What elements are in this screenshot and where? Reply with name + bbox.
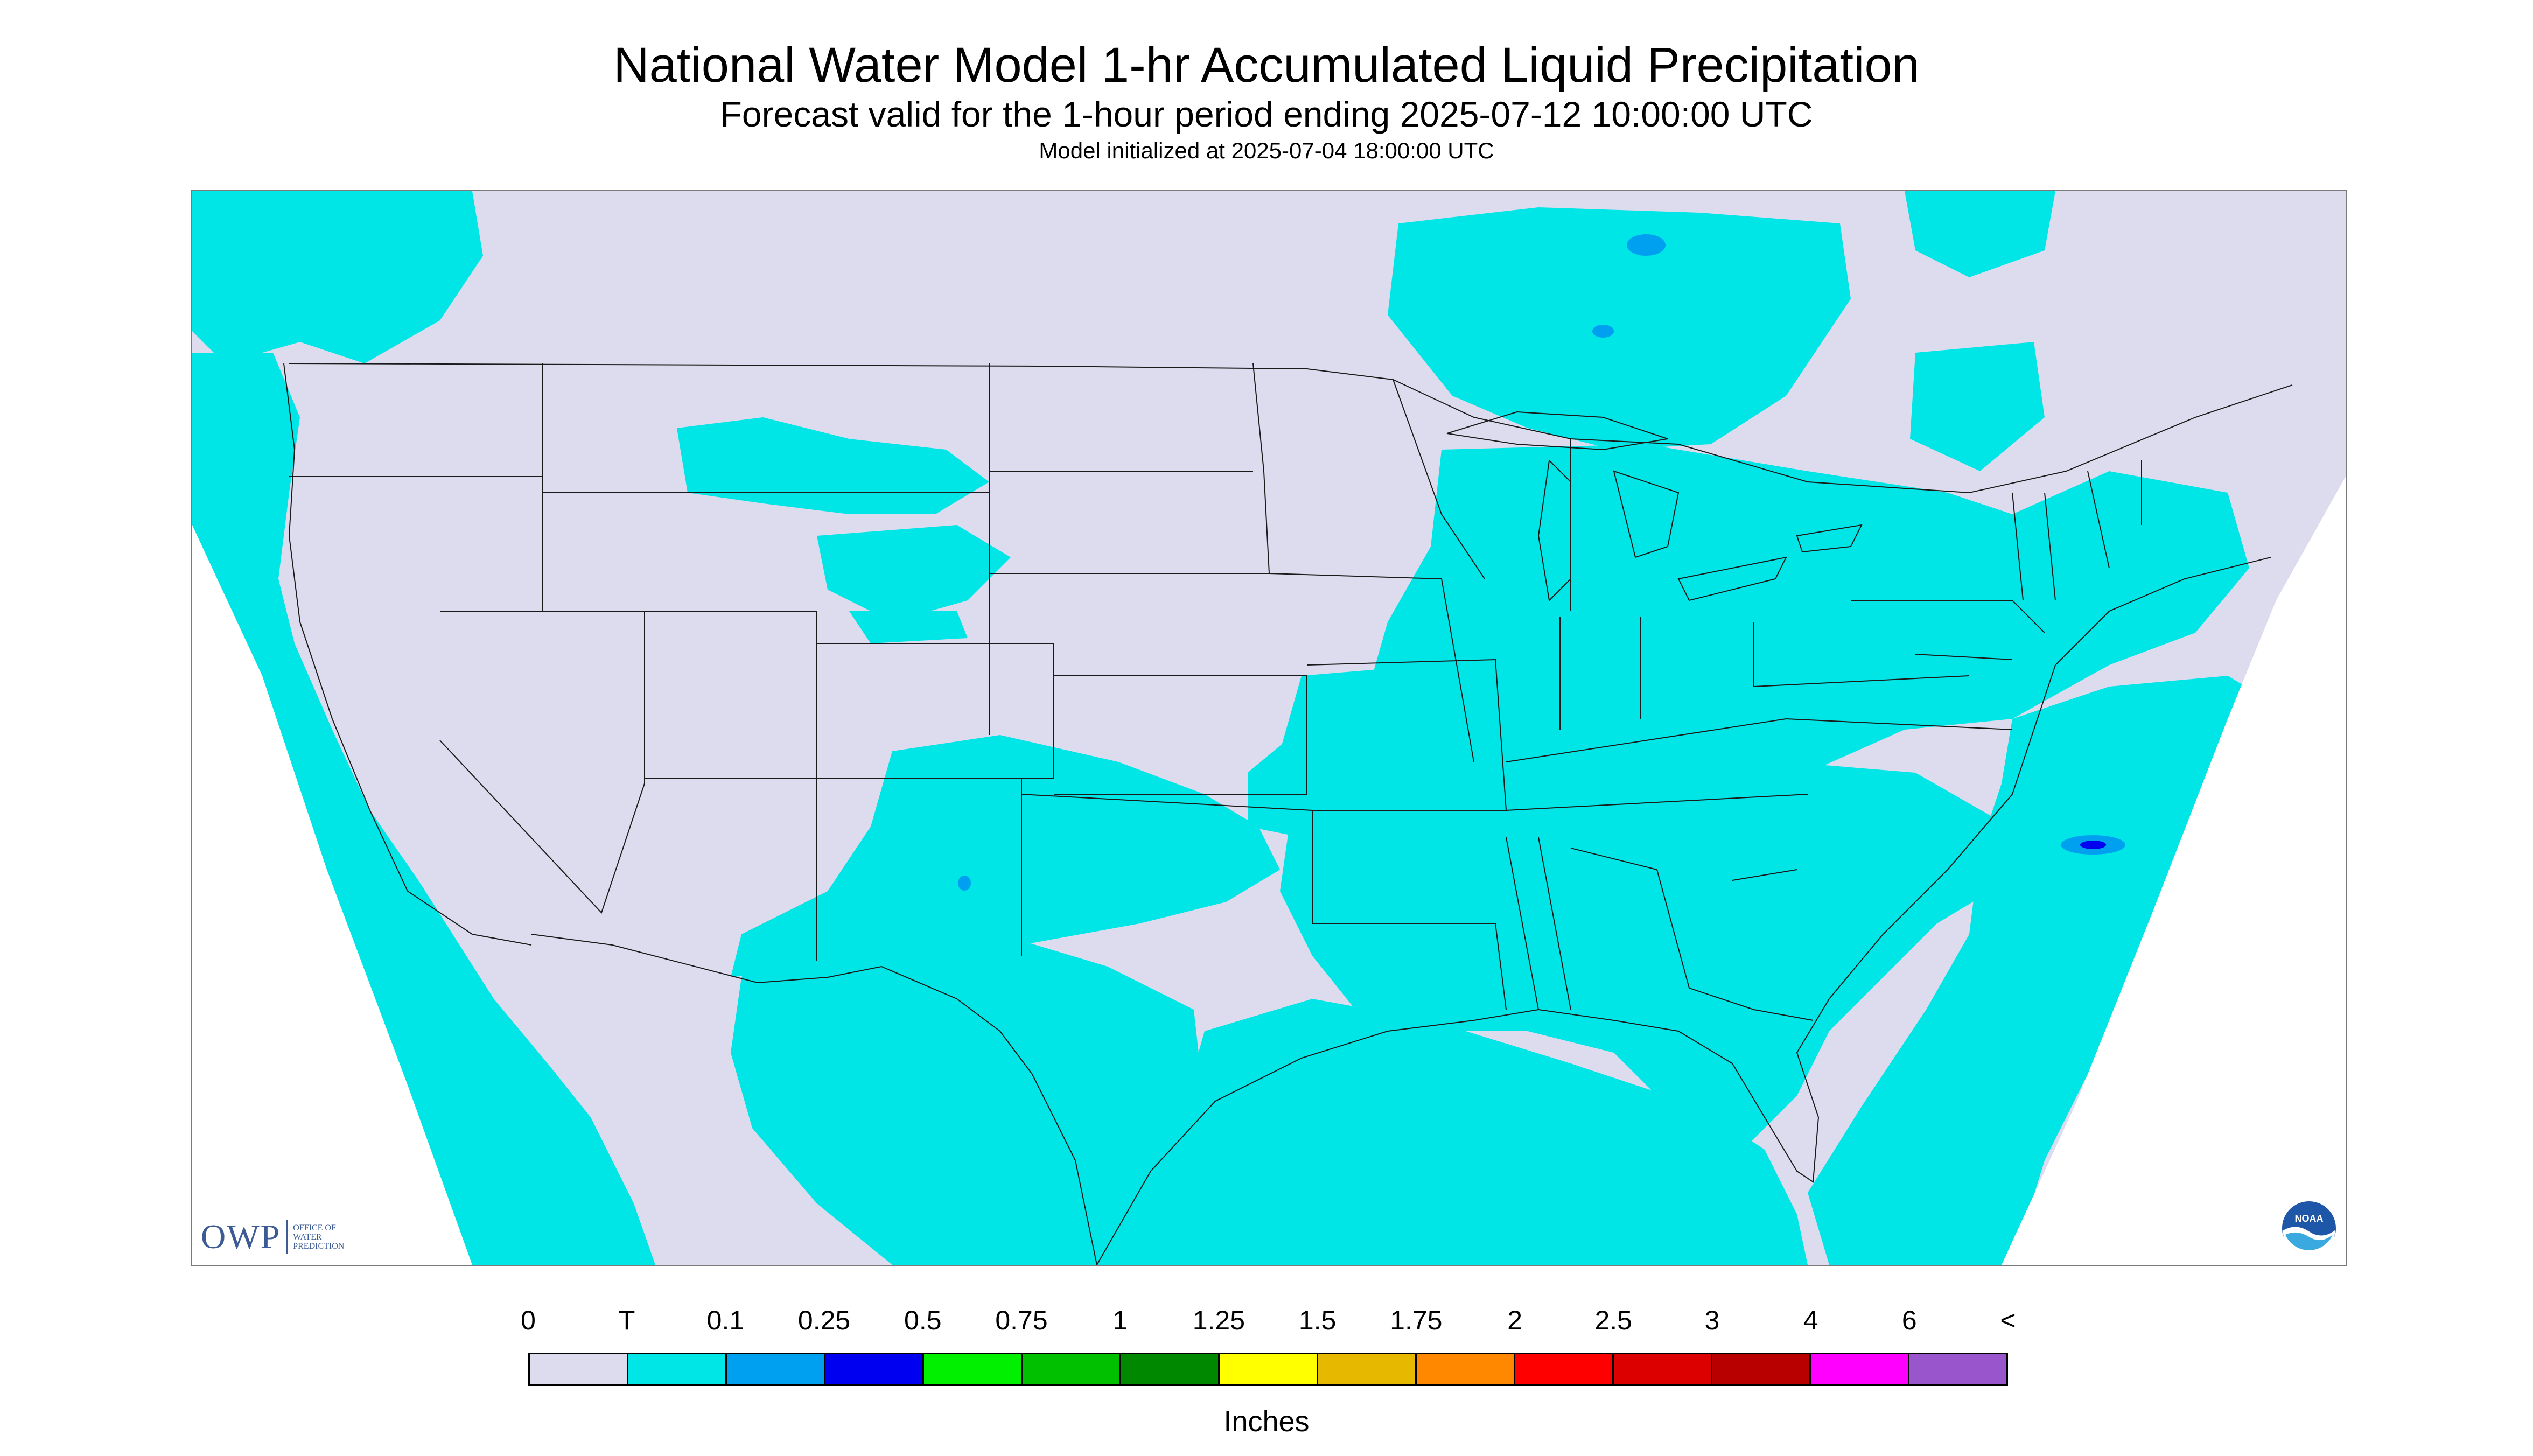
line-nm xyxy=(817,778,1022,956)
precip-area-colorado-north xyxy=(849,611,968,643)
precip-area-northwest xyxy=(192,191,483,363)
legend-tick-label: T xyxy=(618,1305,635,1335)
noaa-logo: NOAA xyxy=(2282,1201,2336,1256)
legend-swatch xyxy=(628,1354,727,1384)
legend-tick-label: 3 xyxy=(1704,1305,1720,1335)
owp-logo: OWP OFFICE OF WATER PREDICTION xyxy=(201,1215,344,1258)
precip-area-great-lakes xyxy=(1366,444,2249,794)
core-ontario-3 xyxy=(1592,325,1614,338)
state-boundaries xyxy=(283,363,2293,1265)
west-coast xyxy=(283,363,532,946)
legend-swatch xyxy=(1121,1354,1220,1384)
legend-tick-label: 0.5 xyxy=(904,1305,942,1335)
owp-logo-divider xyxy=(286,1220,288,1254)
precip-area-southwest xyxy=(731,735,1280,977)
legend-swatch xyxy=(1811,1354,1909,1384)
core-ontario-2 xyxy=(1627,234,1666,256)
legend-tick-label: 1.5 xyxy=(1298,1305,1337,1335)
legend-tick-label: 1.75 xyxy=(1390,1305,1443,1335)
line-ny-pa xyxy=(1851,492,2045,633)
legend-tick-label: 6 xyxy=(1901,1305,1917,1335)
line-ks-ok xyxy=(1054,675,1307,795)
legend-tick-label: 1.25 xyxy=(1192,1305,1245,1335)
line-ga-fl xyxy=(1656,869,1814,1021)
map-title: National Water Model 1-hr Accumulated Li… xyxy=(613,38,1920,93)
legend-swatch xyxy=(1712,1354,1811,1384)
lake-michigan xyxy=(1537,459,1571,602)
owp-logo-mark: OWP xyxy=(201,1217,281,1256)
legend-tick-label: 2 xyxy=(1507,1305,1522,1335)
lake-erie xyxy=(1677,556,1787,601)
lake-huron xyxy=(1613,470,1680,558)
map-subtitle: Forecast valid for the 1-hour period end… xyxy=(720,94,1813,134)
legend-swatch xyxy=(727,1354,825,1384)
core-kansas xyxy=(1355,764,1420,781)
legend-swatch xyxy=(924,1354,1023,1384)
legend-swatch xyxy=(1023,1354,1121,1384)
precip-cores xyxy=(958,213,2158,891)
precip-area-eastern-canada xyxy=(1905,191,2055,277)
lake-ontario xyxy=(1796,524,1863,553)
legend-swatch xyxy=(1515,1354,1614,1384)
precip-area-gulf xyxy=(1183,999,1808,1265)
legend-tick-label: 2.5 xyxy=(1594,1305,1632,1335)
legend-units: Inches xyxy=(1223,1405,1310,1438)
great-lakes xyxy=(1446,411,1863,602)
us-canada-border xyxy=(289,363,2293,494)
core-atlantic-3 xyxy=(2080,841,2106,849)
owp-logo-text: OFFICE OF WATER PREDICTION xyxy=(293,1223,345,1251)
precip-area-atlantic xyxy=(1808,676,2282,1265)
precipitation-map: OWP OFFICE OF WATER PREDICTION NOAA xyxy=(191,190,2347,1266)
core-new-mexico xyxy=(958,876,971,891)
color-legend xyxy=(528,1353,2008,1386)
precip-area-canada-north xyxy=(1388,207,1851,450)
line-dakotas xyxy=(989,471,1269,574)
legend-tick-label: 0.1 xyxy=(706,1305,745,1335)
precip-area-texas-mexico xyxy=(731,913,1215,1265)
us-mexico-border xyxy=(531,934,1097,1265)
precip-area-quebec xyxy=(1910,342,2045,471)
line-il-in-oh xyxy=(1441,578,1754,762)
precip-trace-areas xyxy=(192,191,2282,1265)
legend-swatch xyxy=(1417,1354,1515,1384)
line-co-east xyxy=(816,643,1054,961)
legend-tick-label: < xyxy=(2000,1305,2016,1335)
precip-area-plains xyxy=(1248,687,1517,837)
line-ms-al xyxy=(1506,837,1657,1010)
line-utah-colorado xyxy=(645,611,817,779)
line-va-nc xyxy=(1753,654,2013,730)
gulf-coast xyxy=(1096,557,2271,1265)
lake-superior xyxy=(1446,411,1668,451)
line-tn-ky xyxy=(1506,718,1808,811)
legend-tick-label: 0.25 xyxy=(797,1305,851,1335)
line-ar-la xyxy=(1312,923,1507,1010)
model-init-line: Model initialized at 2025-07-04 18:00:00… xyxy=(1039,138,1494,163)
legend-swatch xyxy=(1220,1354,1318,1384)
line-mo xyxy=(1306,659,1507,811)
legend-tick-label: 0.75 xyxy=(995,1305,1048,1335)
noaa-logo-text: NOAA xyxy=(2295,1213,2324,1224)
legend-tick-label: 4 xyxy=(1803,1305,1818,1335)
legend-swatch xyxy=(1909,1354,2006,1384)
legend-swatch xyxy=(1318,1354,1417,1384)
legend-tick-label: 1 xyxy=(1112,1305,1128,1335)
line-mn-ia xyxy=(1252,363,1442,579)
precip-area-wyoming xyxy=(817,525,1011,622)
legend-tick-label: 0 xyxy=(521,1305,536,1335)
legend-swatch xyxy=(530,1354,628,1384)
line-new-england xyxy=(2044,460,2142,601)
map-canvas xyxy=(192,191,2346,1265)
line-nevada xyxy=(439,611,645,914)
legend-swatch xyxy=(1614,1354,1712,1384)
precip-area-montana xyxy=(677,417,989,514)
legend-swatch xyxy=(825,1354,924,1384)
